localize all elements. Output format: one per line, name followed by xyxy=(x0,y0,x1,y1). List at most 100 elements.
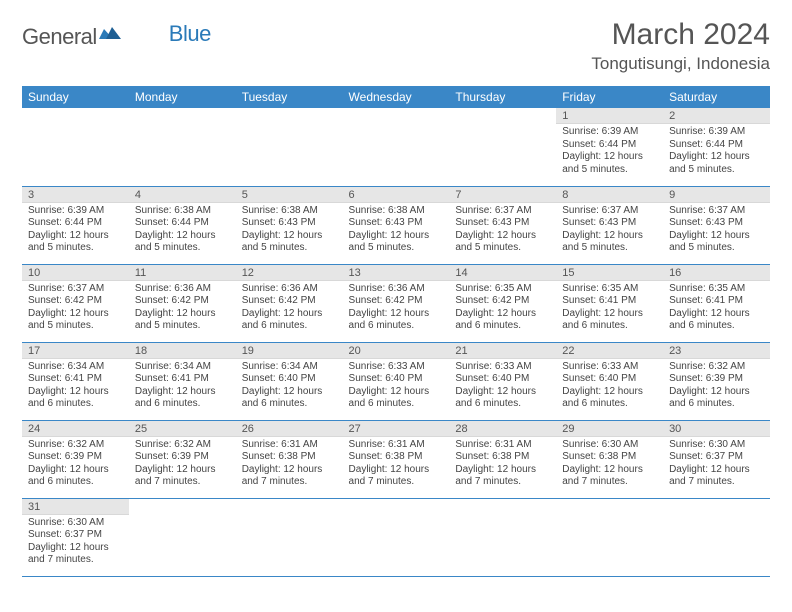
daylight-text: Daylight: 12 hours and 5 minutes. xyxy=(28,230,123,255)
calendar-cell: 9Sunrise: 6:37 AMSunset: 6:43 PMDaylight… xyxy=(663,186,770,264)
sunrise-text: Sunrise: 6:37 AM xyxy=(28,283,123,296)
sunset-text: Sunset: 6:44 PM xyxy=(28,217,123,230)
day-content: Sunrise: 6:39 AMSunset: 6:44 PMDaylight:… xyxy=(556,124,663,180)
day-content: Sunrise: 6:35 AMSunset: 6:41 PMDaylight:… xyxy=(663,281,770,337)
sunrise-text: Sunrise: 6:36 AM xyxy=(135,283,230,296)
sunset-text: Sunset: 6:40 PM xyxy=(242,373,337,386)
calendar-cell-empty xyxy=(236,498,343,576)
calendar-cell: 7Sunrise: 6:37 AMSunset: 6:43 PMDaylight… xyxy=(449,186,556,264)
sunrise-text: Sunrise: 6:34 AM xyxy=(242,361,337,374)
daylight-text: Daylight: 12 hours and 7 minutes. xyxy=(135,464,230,489)
day-number: 19 xyxy=(236,343,343,359)
sunrise-text: Sunrise: 6:35 AM xyxy=(455,283,550,296)
calendar-cell: 15Sunrise: 6:35 AMSunset: 6:41 PMDayligh… xyxy=(556,264,663,342)
daylight-text: Daylight: 12 hours and 7 minutes. xyxy=(242,464,337,489)
day-number: 29 xyxy=(556,421,663,437)
sunrise-text: Sunrise: 6:33 AM xyxy=(562,361,657,374)
daylight-text: Daylight: 12 hours and 6 minutes. xyxy=(242,308,337,333)
sunset-text: Sunset: 6:41 PM xyxy=(669,295,764,308)
sunrise-text: Sunrise: 6:32 AM xyxy=(135,439,230,452)
day-content: Sunrise: 6:35 AMSunset: 6:42 PMDaylight:… xyxy=(449,281,556,337)
calendar-cell: 25Sunrise: 6:32 AMSunset: 6:39 PMDayligh… xyxy=(129,420,236,498)
day-header: Monday xyxy=(129,86,236,108)
day-content: Sunrise: 6:39 AMSunset: 6:44 PMDaylight:… xyxy=(663,124,770,180)
daylight-text: Daylight: 12 hours and 5 minutes. xyxy=(455,230,550,255)
sunset-text: Sunset: 6:42 PM xyxy=(455,295,550,308)
calendar-cell-empty xyxy=(129,498,236,576)
sunrise-text: Sunrise: 6:39 AM xyxy=(562,126,657,139)
sunrise-text: Sunrise: 6:38 AM xyxy=(349,205,444,218)
sunset-text: Sunset: 6:43 PM xyxy=(562,217,657,230)
daylight-text: Daylight: 12 hours and 6 minutes. xyxy=(242,386,337,411)
daylight-text: Daylight: 12 hours and 5 minutes. xyxy=(669,151,764,176)
day-header: Friday xyxy=(556,86,663,108)
logo: General Blue xyxy=(22,24,211,50)
sunset-text: Sunset: 6:39 PM xyxy=(28,451,123,464)
daylight-text: Daylight: 12 hours and 6 minutes. xyxy=(562,386,657,411)
day-number: 3 xyxy=(22,187,129,203)
day-number: 9 xyxy=(663,187,770,203)
calendar-cell: 30Sunrise: 6:30 AMSunset: 6:37 PMDayligh… xyxy=(663,420,770,498)
sunrise-text: Sunrise: 6:37 AM xyxy=(455,205,550,218)
day-number: 15 xyxy=(556,265,663,281)
sunrise-text: Sunrise: 6:34 AM xyxy=(28,361,123,374)
day-number: 16 xyxy=(663,265,770,281)
calendar-row: 3Sunrise: 6:39 AMSunset: 6:44 PMDaylight… xyxy=(22,186,770,264)
header: General Blue March 2024 Tongutisungi, In… xyxy=(22,18,770,74)
day-content: Sunrise: 6:39 AMSunset: 6:44 PMDaylight:… xyxy=(22,203,129,259)
calendar-cell: 19Sunrise: 6:34 AMSunset: 6:40 PMDayligh… xyxy=(236,342,343,420)
daylight-text: Daylight: 12 hours and 7 minutes. xyxy=(455,464,550,489)
day-number: 28 xyxy=(449,421,556,437)
daylight-text: Daylight: 12 hours and 5 minutes. xyxy=(28,308,123,333)
sunset-text: Sunset: 6:39 PM xyxy=(135,451,230,464)
daylight-text: Daylight: 12 hours and 5 minutes. xyxy=(135,230,230,255)
sunset-text: Sunset: 6:38 PM xyxy=(562,451,657,464)
calendar-cell: 31Sunrise: 6:30 AMSunset: 6:37 PMDayligh… xyxy=(22,498,129,576)
calendar-cell: 20Sunrise: 6:33 AMSunset: 6:40 PMDayligh… xyxy=(343,342,450,420)
sunset-text: Sunset: 6:41 PM xyxy=(562,295,657,308)
calendar-cell-empty xyxy=(129,108,236,186)
sunrise-text: Sunrise: 6:38 AM xyxy=(135,205,230,218)
calendar-cell-empty xyxy=(449,498,556,576)
day-content: Sunrise: 6:30 AMSunset: 6:37 PMDaylight:… xyxy=(663,437,770,493)
day-content: Sunrise: 6:37 AMSunset: 6:43 PMDaylight:… xyxy=(556,203,663,259)
sunrise-text: Sunrise: 6:33 AM xyxy=(455,361,550,374)
sunset-text: Sunset: 6:43 PM xyxy=(242,217,337,230)
calendar-cell: 29Sunrise: 6:30 AMSunset: 6:38 PMDayligh… xyxy=(556,420,663,498)
day-header: Thursday xyxy=(449,86,556,108)
day-content: Sunrise: 6:38 AMSunset: 6:43 PMDaylight:… xyxy=(236,203,343,259)
day-content: Sunrise: 6:31 AMSunset: 6:38 PMDaylight:… xyxy=(449,437,556,493)
day-content: Sunrise: 6:36 AMSunset: 6:42 PMDaylight:… xyxy=(343,281,450,337)
sunset-text: Sunset: 6:43 PM xyxy=(455,217,550,230)
daylight-text: Daylight: 12 hours and 7 minutes. xyxy=(669,464,764,489)
daylight-text: Daylight: 12 hours and 6 minutes. xyxy=(349,386,444,411)
calendar-cell: 3Sunrise: 6:39 AMSunset: 6:44 PMDaylight… xyxy=(22,186,129,264)
day-header: Wednesday xyxy=(343,86,450,108)
day-number: 8 xyxy=(556,187,663,203)
calendar-cell: 18Sunrise: 6:34 AMSunset: 6:41 PMDayligh… xyxy=(129,342,236,420)
sunset-text: Sunset: 6:44 PM xyxy=(135,217,230,230)
day-number: 30 xyxy=(663,421,770,437)
daylight-text: Daylight: 12 hours and 5 minutes. xyxy=(562,151,657,176)
calendar-cell-empty xyxy=(449,108,556,186)
sunset-text: Sunset: 6:42 PM xyxy=(28,295,123,308)
day-content: Sunrise: 6:36 AMSunset: 6:42 PMDaylight:… xyxy=(129,281,236,337)
daylight-text: Daylight: 12 hours and 5 minutes. xyxy=(242,230,337,255)
sunrise-text: Sunrise: 6:33 AM xyxy=(349,361,444,374)
day-header: Tuesday xyxy=(236,86,343,108)
sunset-text: Sunset: 6:41 PM xyxy=(135,373,230,386)
sunset-text: Sunset: 6:44 PM xyxy=(562,139,657,152)
sunrise-text: Sunrise: 6:35 AM xyxy=(669,283,764,296)
calendar-cell: 2Sunrise: 6:39 AMSunset: 6:44 PMDaylight… xyxy=(663,108,770,186)
calendar-cell: 11Sunrise: 6:36 AMSunset: 6:42 PMDayligh… xyxy=(129,264,236,342)
sunset-text: Sunset: 6:38 PM xyxy=(349,451,444,464)
sunset-text: Sunset: 6:38 PM xyxy=(242,451,337,464)
calendar-cell: 26Sunrise: 6:31 AMSunset: 6:38 PMDayligh… xyxy=(236,420,343,498)
daylight-text: Daylight: 12 hours and 7 minutes. xyxy=(562,464,657,489)
sunset-text: Sunset: 6:37 PM xyxy=(669,451,764,464)
day-content: Sunrise: 6:34 AMSunset: 6:41 PMDaylight:… xyxy=(22,359,129,415)
day-number: 23 xyxy=(663,343,770,359)
calendar-cell-empty xyxy=(343,108,450,186)
sunrise-text: Sunrise: 6:36 AM xyxy=(349,283,444,296)
day-content: Sunrise: 6:34 AMSunset: 6:40 PMDaylight:… xyxy=(236,359,343,415)
